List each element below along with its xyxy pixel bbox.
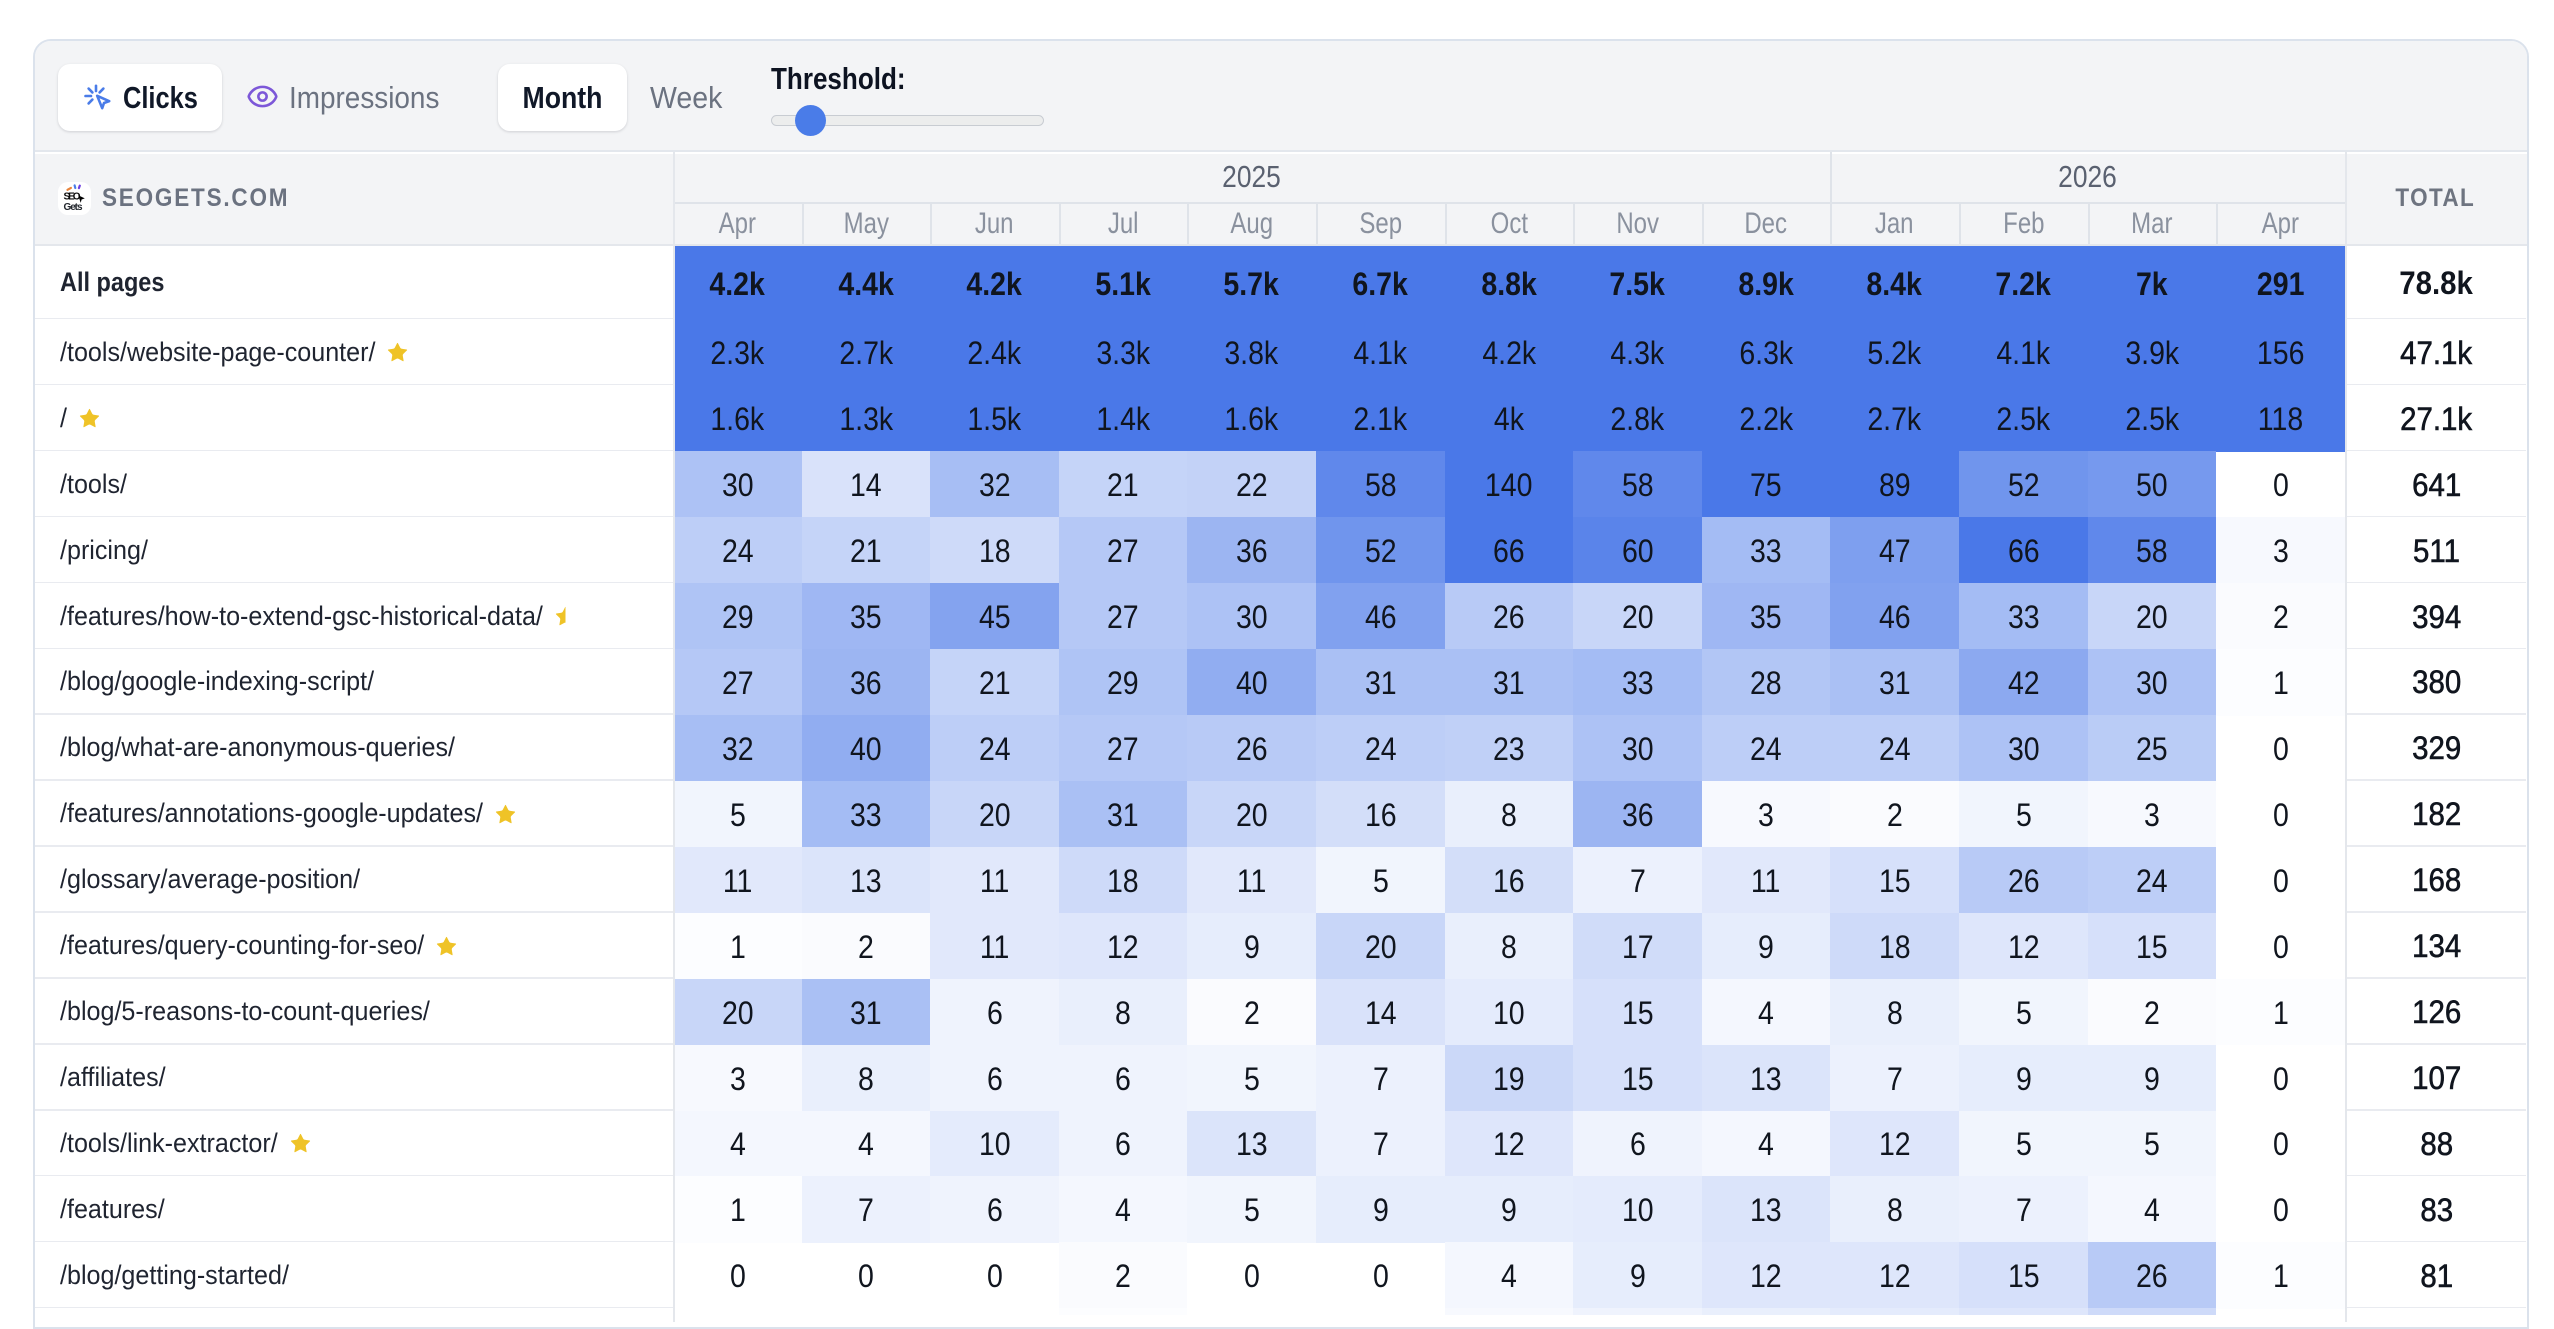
svg-text:Gets: Gets <box>64 202 83 213</box>
svg-text:SEO: SEO <box>64 192 81 203</box>
